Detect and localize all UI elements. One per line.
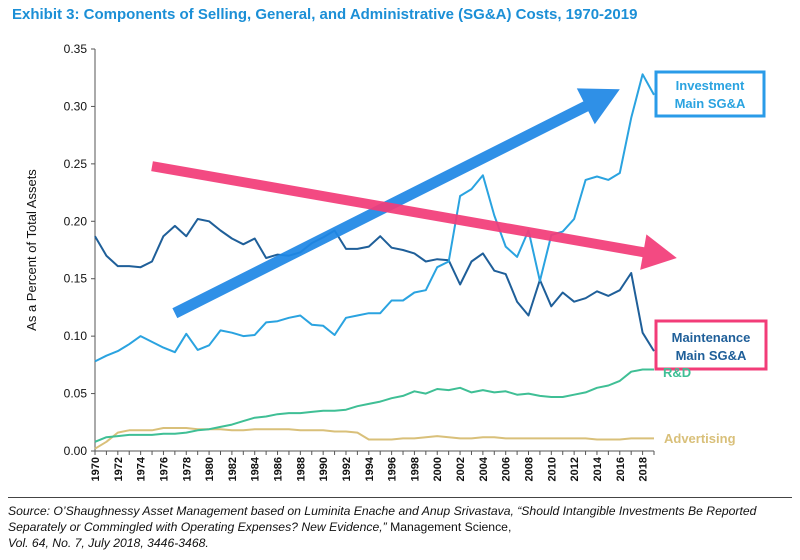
x-tick-label: 1970 [90,457,102,481]
x-tick-label: 1998 [409,457,421,481]
x-tick-label: 1982 [227,457,239,481]
maintenance-label-box [654,319,768,371]
maintenance-label-line1: Maintenance [672,330,751,345]
x-tick-label: 2008 [524,457,536,481]
investment-label-line2: Main SG&A [675,96,746,111]
x-tick-label: 2014 [592,456,604,481]
y-tick-label: 0.25 [64,157,88,171]
x-tick-label: 1974 [136,456,148,481]
y-tick-label: 0.20 [64,214,88,228]
series-line-advertising [94,427,654,450]
y-axis-label: As a Percent of Total Assets [24,169,39,331]
x-tick-label: 1992 [341,457,353,481]
y-tick-label: 0.15 [64,272,88,286]
y-tick-label: 0.10 [64,329,88,343]
x-tick-label: 2006 [501,457,513,481]
y-tick-label: 0.35 [64,42,88,56]
x-tick-label: 1988 [295,457,307,481]
source-divider [8,497,792,498]
advertising-label: Advertising [664,431,736,446]
rd-label: R&D [663,365,691,380]
x-tick-label: 2004 [478,456,490,481]
series-layer [94,73,655,450]
x-tick-label: 1976 [158,457,170,481]
chart-title: Exhibit 3: Components of Selling, Genera… [12,6,638,23]
x-tick-label: 1978 [181,457,193,481]
axes: 0.00 0.05 0.10 0.15 0.20 0.25 0.30 0.35 1970 1972… [24,42,655,481]
investment-label-line1: Investment [676,78,745,93]
x-tick-label: 1990 [318,457,330,481]
source-journal: Management Science, [386,520,512,534]
x-tick-label: 1994 [364,456,376,481]
source-italic: Source: O’Shaughnessy Asset Management b… [8,504,757,534]
x-tick-label: 2002 [455,457,467,481]
series-line-maintenance [94,218,655,352]
investment-label-box [654,70,766,118]
source-citation: Vol. 64, No. 7, July 2018, 3446-3468. [8,536,209,550]
series-labels: Investment Main SG&A Maintenance Main SG&A R… [654,70,768,446]
series-line-investment [94,73,655,363]
x-tick-label: 2000 [432,457,444,481]
series-line-rd [94,368,654,443]
pink-trend-arrow [151,161,677,270]
x-tick-label: 2010 [546,457,558,481]
y-tick-label: 0.05 [64,387,88,401]
x-tick-label: 1986 [273,457,285,481]
x-tick-label: 2012 [569,457,581,481]
annotation-arrows [151,88,677,319]
x-tick-label: 1972 [113,457,125,481]
maintenance-label-line2: Main SG&A [676,348,747,363]
x-tick-label: 2018 [638,457,650,481]
source-note: Source: O’Shaughnessy Asset Management b… [8,503,792,551]
x-tick-label: 1996 [387,457,399,481]
line-chart: 0.00 0.05 0.10 0.15 0.20 0.25 0.30 0.35 1970 1972… [24,42,768,481]
y-tick-label: 0.30 [64,99,88,113]
x-tick-label: 1980 [204,457,216,481]
x-tick-label: 1984 [250,456,262,481]
blue-trend-arrow [172,88,620,319]
x-tick-label: 2016 [615,457,627,481]
y-tick-label: 0.00 [64,444,88,458]
